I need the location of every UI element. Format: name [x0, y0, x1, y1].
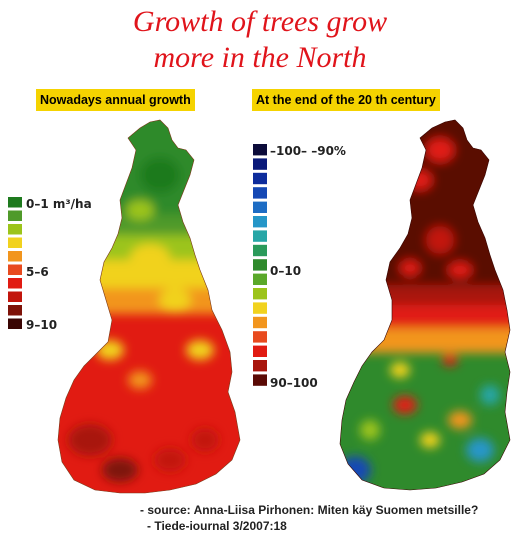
left-legend-swatch-9: [8, 318, 22, 329]
left-legend-swatch-3: [8, 237, 22, 248]
right-legend-swatch-15: [253, 360, 267, 372]
left-legend-swatch-5: [8, 264, 22, 275]
right-legend-bottom-label: 90–100: [270, 376, 318, 390]
title-line-1: Growth of trees grow: [132, 5, 388, 38]
right-legend-swatch-4: [253, 201, 267, 213]
right-legend-swatch-14: [253, 345, 267, 357]
right-map-outline: [339, 119, 511, 491]
right-legend-mid-label: 0–10: [270, 264, 302, 278]
right-legend-swatch-0: [253, 144, 267, 156]
left-legend-top-label: 0–1 m³/ha: [26, 197, 92, 211]
left-legend-bottom-label: 9–10: [26, 318, 58, 332]
source-line-1: - source: Anna-Liisa Pirhonen: Miten käy…: [140, 503, 479, 517]
right-legend-top-label: –100– –90%: [270, 144, 346, 158]
left-map-label: Nowadays annual growth: [36, 89, 195, 111]
right-legend-swatch-7: [253, 244, 267, 257]
title-line-2: more in the North: [153, 41, 367, 74]
left-finland-map: [58, 120, 240, 493]
right-finland-map: [340, 120, 510, 490]
right-legend-swatch-13: [253, 331, 267, 343]
right-legend-swatches: [253, 144, 267, 386]
source-line-2: - Tiede-iournal 3/2007:18: [147, 519, 287, 533]
right-legend-swatch-3: [253, 187, 267, 199]
left-legend-swatch-8: [8, 305, 22, 316]
left-legend-swatch-7: [8, 291, 22, 302]
right-legend-swatch-12: [253, 316, 267, 329]
left-legend-swatch-6: [8, 278, 22, 289]
left-legend-mid-label: 5–6: [26, 265, 49, 279]
right-map-label: At the end of the 20 th century: [252, 89, 440, 111]
right-legend-swatch-1: [253, 158, 267, 170]
right-legend-swatch-2: [253, 172, 267, 185]
left-legend-swatch-0: [8, 197, 22, 208]
right-legend-swatch-9: [253, 273, 267, 285]
left-legend-swatches: [8, 197, 22, 329]
left-legend-swatch-2: [8, 224, 22, 235]
right-legend-swatch-10: [253, 288, 267, 300]
right-legend-swatch-16: [253, 374, 267, 386]
left-legend-swatch-1: [8, 210, 22, 221]
right-legend-swatch-8: [253, 259, 267, 271]
left-legend-swatch-4: [8, 251, 22, 262]
right-legend-swatch-11: [253, 302, 267, 314]
right-legend-swatch-6: [253, 230, 267, 242]
right-legend-swatch-5: [253, 216, 267, 228]
left-map-outline: [57, 119, 241, 494]
